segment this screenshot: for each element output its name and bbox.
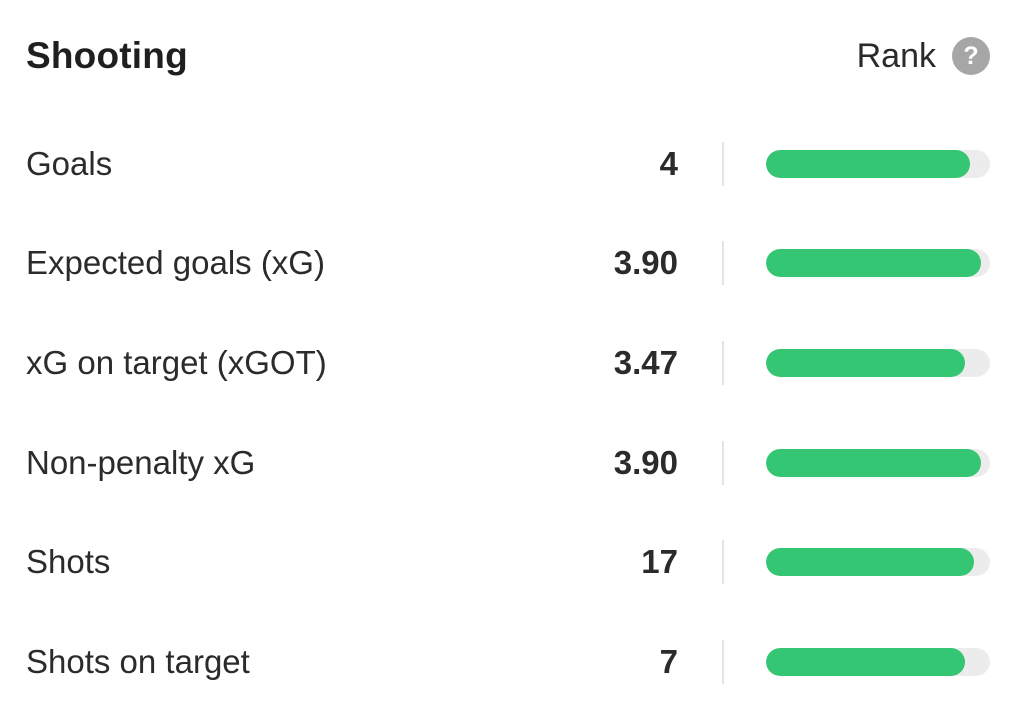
rank-bar-fill bbox=[766, 249, 982, 278]
rank-bar-fill bbox=[766, 647, 966, 676]
stat-label: Shots on target bbox=[26, 642, 250, 680]
rank-bar-track bbox=[766, 348, 990, 377]
stat-label: xG on target (xGOT) bbox=[26, 343, 327, 381]
stat-row-goals: Goals 4 bbox=[0, 114, 1024, 214]
divider bbox=[722, 141, 724, 186]
rank-header: Rank ? bbox=[857, 37, 990, 76]
stat-label: Expected goals (xG) bbox=[26, 244, 325, 282]
stat-row-non-penalty-xg: Non-penalty xG 3.90 bbox=[0, 413, 1024, 513]
divider bbox=[722, 540, 724, 585]
divider bbox=[722, 241, 724, 286]
section-header: Shooting Rank ? bbox=[26, 28, 990, 84]
help-icon[interactable]: ? bbox=[952, 37, 990, 75]
rank-bar-fill bbox=[766, 448, 982, 477]
stat-row-shots-on-target: Shots on target 7 bbox=[0, 612, 1024, 712]
stat-value: 17 bbox=[641, 543, 678, 581]
rank-bar-track bbox=[766, 249, 990, 278]
stat-label: Shots bbox=[26, 543, 111, 581]
stats-list: Goals 4 Expected goals (xG) 3.90 xG on t… bbox=[0, 114, 1024, 712]
divider bbox=[722, 639, 724, 684]
stat-label: Goals bbox=[26, 144, 113, 182]
stat-label: Non-penalty xG bbox=[26, 443, 256, 481]
rank-bar-track bbox=[766, 149, 990, 178]
rank-bar-track bbox=[766, 448, 990, 477]
stat-row-expected-goals: Expected goals (xG) 3.90 bbox=[0, 214, 1024, 314]
rank-label: Rank bbox=[856, 36, 936, 75]
rank-bar-track bbox=[766, 647, 990, 676]
stat-value: 3.47 bbox=[613, 343, 678, 381]
rank-bar-fill bbox=[766, 348, 966, 377]
stat-row-shots: Shots 17 bbox=[0, 512, 1024, 612]
divider bbox=[722, 440, 724, 485]
rank-bar-track bbox=[766, 548, 990, 577]
section-title: Shooting bbox=[26, 35, 188, 76]
divider bbox=[722, 340, 724, 385]
rank-bar-fill bbox=[766, 149, 970, 178]
stat-row-xg-on-target: xG on target (xGOT) 3.47 bbox=[0, 313, 1024, 413]
stat-value: 7 bbox=[659, 642, 678, 680]
stat-value: 3.90 bbox=[613, 244, 678, 282]
stat-value: 4 bbox=[659, 144, 678, 182]
rank-bar-fill bbox=[766, 548, 975, 577]
stat-value: 3.90 bbox=[613, 443, 678, 481]
